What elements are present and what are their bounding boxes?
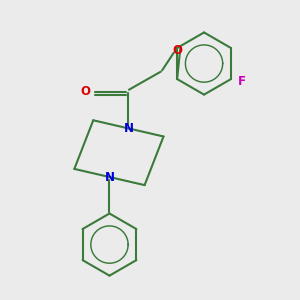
Text: O: O (81, 85, 91, 98)
Text: N: N (123, 122, 134, 135)
Text: N: N (104, 170, 115, 184)
Text: O: O (172, 44, 182, 56)
Text: F: F (238, 75, 246, 88)
